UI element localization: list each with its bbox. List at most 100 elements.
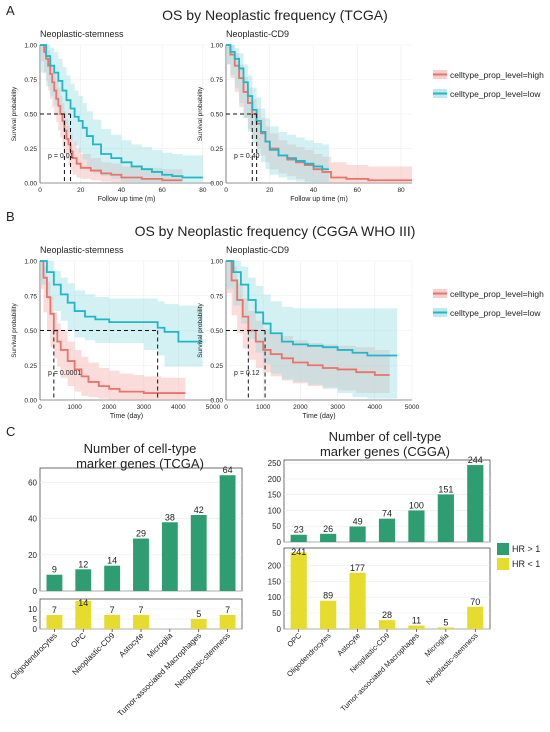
panel-label-b: B bbox=[6, 209, 15, 224]
bar-value-label: 177 bbox=[350, 563, 365, 573]
bar-hr-up bbox=[104, 565, 121, 591]
x-tick-label: 5000 bbox=[405, 404, 420, 411]
km-subtitle: Neoplastic-CD9 bbox=[226, 245, 289, 255]
y-tick-label: 1.00 bbox=[24, 259, 37, 266]
survival-curve bbox=[226, 260, 398, 357]
y-tick-label: 0.25 bbox=[210, 363, 223, 370]
bar-hr-down bbox=[408, 625, 425, 629]
y-tick-label: 200 bbox=[268, 475, 282, 484]
panel-label-a: A bbox=[6, 3, 15, 18]
bar-hr-down bbox=[320, 600, 337, 629]
x-tick-label: 60 bbox=[354, 187, 362, 194]
category-label: Astocyte bbox=[117, 631, 145, 659]
confidence-band bbox=[40, 45, 203, 183]
km-subtitle: Neoplastic-stemness bbox=[40, 29, 124, 39]
x-tick-label: 40 bbox=[310, 187, 318, 194]
survival-curve bbox=[226, 260, 390, 376]
bar-value-label: 70 bbox=[470, 597, 480, 607]
category-label: Microglia bbox=[145, 631, 174, 660]
y-tick-label: 100 bbox=[268, 593, 282, 602]
x-tick-label: 0 bbox=[38, 404, 42, 411]
confidence-band bbox=[40, 261, 203, 367]
x-tick-label: 20 bbox=[77, 187, 85, 194]
x-tick-label: 80 bbox=[397, 187, 405, 194]
survival-curve bbox=[40, 260, 186, 394]
bar-hr-up bbox=[219, 475, 236, 591]
hr-up-swatch bbox=[497, 543, 509, 555]
bar-value-label: 7 bbox=[225, 605, 230, 615]
panel-label-c: C bbox=[6, 424, 15, 439]
bar-value-label: 42 bbox=[194, 505, 204, 515]
y-tick-label: 1.00 bbox=[24, 43, 37, 50]
y-tick-label: 0 bbox=[33, 587, 38, 596]
x-axis-label: Follow up time (m) bbox=[98, 196, 156, 203]
category-label: Oligodendrocytes bbox=[8, 631, 58, 681]
bar-hr-up bbox=[190, 515, 207, 591]
y-tick-label: 0.25 bbox=[210, 146, 223, 153]
bar-value-label: 64 bbox=[223, 465, 233, 475]
x-tick-label: 0 bbox=[38, 187, 42, 194]
legend-label-low: celltype_prop_level=low bbox=[450, 308, 541, 318]
category-label: OPC bbox=[285, 631, 303, 649]
legend-label-low: celltype_prop_level=low bbox=[450, 89, 541, 99]
x-tick-label: 40 bbox=[118, 187, 126, 194]
bar-hr-up bbox=[290, 534, 307, 542]
x-tick-label: 1000 bbox=[256, 404, 271, 411]
bar-hr-up bbox=[349, 526, 366, 542]
category-label: Neoplastic-stemness bbox=[173, 631, 232, 690]
y-tick-label: 0.50 bbox=[24, 112, 37, 119]
bar-value-label: 12 bbox=[78, 559, 88, 569]
bar-value-label: 23 bbox=[294, 525, 304, 535]
x-tick-label: 60 bbox=[159, 187, 167, 194]
x-tick-label: 4000 bbox=[368, 404, 383, 411]
y-tick-label: 0 bbox=[277, 625, 282, 634]
confidence-band bbox=[40, 261, 186, 400]
bar-value-label: 11 bbox=[412, 616, 421, 626]
survival-curve bbox=[40, 44, 203, 179]
km-plot-tcga-stemness: Neoplastic-stemness 0 20 40 60 80 0.00 0.25 0.50… bbox=[11, 29, 213, 203]
y-tick-label: 50 bbox=[272, 609, 281, 618]
hr-up-label: HR > 1 bbox=[512, 544, 540, 554]
bar-value-label: 7 bbox=[138, 605, 143, 615]
y-tick-label: 150 bbox=[268, 491, 282, 500]
y-tick-label: 40 bbox=[28, 515, 37, 524]
category-label: Microglia bbox=[423, 630, 451, 658]
y-tick-label: 10 bbox=[28, 605, 37, 614]
y-tick-label: 20 bbox=[28, 551, 37, 560]
y-tick-label: 200 bbox=[268, 561, 282, 570]
hr-legend: HR > 1 HR < 1 bbox=[497, 543, 540, 570]
x-axis-label: Time (day) bbox=[110, 413, 143, 420]
x-tick-label: 3000 bbox=[137, 404, 152, 411]
km-legend-cgga: celltype_prop_level=high celltype_prop_l… bbox=[433, 289, 544, 318]
y-tick-label: 0.75 bbox=[24, 77, 37, 84]
hr-down-swatch bbox=[497, 558, 509, 570]
y-tick-label: 0.50 bbox=[210, 112, 223, 119]
y-tick-label: 50 bbox=[272, 522, 281, 531]
y-tick-label: 60 bbox=[28, 478, 37, 487]
y-tick-label: 250 bbox=[268, 459, 282, 468]
confidence-band bbox=[40, 45, 183, 183]
bar-hr-up bbox=[408, 510, 425, 542]
x-tick-label: 80 bbox=[199, 187, 207, 194]
legend-label-high: celltype_prop_level=high bbox=[450, 289, 544, 299]
x-tick-label: 20 bbox=[266, 187, 274, 194]
y-tick-label: 0.50 bbox=[210, 328, 223, 335]
confidence-band bbox=[226, 261, 398, 399]
bar-hr-up bbox=[378, 518, 396, 542]
bar-hr-down bbox=[349, 572, 366, 629]
bar-value-label: 74 bbox=[382, 509, 392, 519]
bar-hr-down bbox=[290, 552, 307, 629]
bar-hr-down bbox=[467, 606, 484, 629]
y-tick-label: 0.75 bbox=[210, 293, 223, 300]
x-tick-label: 2000 bbox=[102, 404, 117, 411]
bar-value-label: 29 bbox=[136, 529, 146, 539]
bar-value-label: 14 bbox=[107, 556, 117, 566]
y-tick-label: 5 bbox=[33, 615, 38, 624]
confidence-band bbox=[226, 45, 329, 183]
survival-curve bbox=[40, 260, 203, 343]
survival-curve bbox=[226, 44, 329, 171]
y-tick-label: 0.75 bbox=[24, 293, 37, 300]
bar-hr-down bbox=[133, 615, 149, 629]
